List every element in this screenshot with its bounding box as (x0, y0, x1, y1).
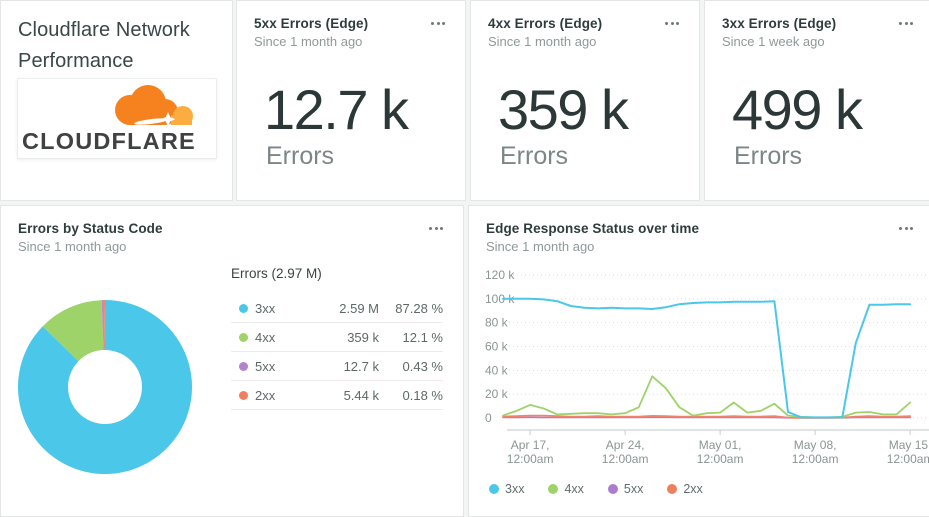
legend-percent: 0.43 % (402, 358, 443, 374)
series-line-3xx[interactable] (502, 297, 912, 419)
svg-text:40 k: 40 k (485, 363, 509, 377)
card-menu-button[interactable] (895, 16, 917, 31)
legend-value: 12.7 k (343, 358, 379, 374)
billboard-card-4xx: 4xx Errors (Edge) Since 1 month ago 359 … (470, 0, 700, 201)
donut-slice-3xx[interactable] (18, 300, 193, 474)
series-dot-3xx (489, 484, 499, 494)
cloudflare-cloud-icon: CLOUDFLARE (22, 85, 202, 154)
svg-text:May 08,: May 08, (794, 438, 837, 452)
legend-label: 3xx (505, 482, 525, 496)
card-title: Errors by Status Code (18, 221, 163, 236)
card-title: 3xx Errors (Edge) (722, 16, 837, 31)
legend-table-header: Errors (2.97 M) (231, 266, 322, 281)
legend-item-5xx[interactable]: 5xx (607, 482, 644, 496)
legend-row-4xx[interactable]: 4xx 359 k 12.1 % (231, 323, 443, 352)
svg-text:12:00am: 12:00am (697, 452, 744, 466)
svg-text:20 k: 20 k (485, 387, 509, 401)
card-menu-button[interactable] (895, 221, 917, 236)
card-menu-button[interactable] (661, 16, 683, 31)
donut-slice-5xx[interactable] (101, 300, 105, 351)
cloudflare-logo: CLOUDFLARE (17, 78, 217, 159)
series-dot-5xx (239, 361, 248, 371)
svg-text:120 k: 120 k (485, 268, 515, 282)
legend-item-2xx[interactable]: 2xx (667, 482, 703, 496)
billboard-unit: Errors (734, 142, 803, 170)
donut-chart (18, 300, 193, 474)
billboard-value: 499 k (732, 78, 863, 141)
card-menu-button[interactable] (427, 16, 449, 31)
donut-slice-4xx[interactable] (42, 300, 104, 362)
svg-text:12:00am: 12:00am (602, 452, 649, 466)
legend-label: 2xx (255, 387, 276, 403)
card-title: 4xx Errors (Edge) (488, 16, 603, 31)
billboard-value: 359 k (498, 78, 629, 141)
legend-label: 5xx (623, 482, 644, 496)
card-title: 5xx Errors (Edge) (254, 16, 369, 31)
legend-label: 4xx (564, 482, 584, 496)
svg-text:80 k: 80 k (485, 316, 509, 330)
timeseries-chart-card: Edge Response Status over time Since 1 m… (468, 205, 929, 517)
svg-text:60 k: 60 k (485, 339, 509, 353)
billboard-value: 12.7 k (264, 78, 409, 141)
svg-text:100 k: 100 k (485, 292, 515, 306)
dashboard-title-card: Cloudflare Network Performance CLOUDFLAR… (0, 0, 233, 201)
legend-row-3xx[interactable]: 3xx 2.59 M 87.28 % (231, 294, 443, 323)
series-dot-4xx (239, 332, 248, 342)
series-dot-5xx (607, 484, 618, 494)
card-subtitle: Since 1 month ago (18, 239, 127, 254)
legend-label: 5xx (255, 358, 276, 374)
svg-text:12:00am: 12:00am (792, 452, 839, 466)
timeseries-legend: 3xx 4xx 5xx 2xx (489, 482, 703, 496)
svg-text:Apr 17,: Apr 17, (511, 438, 550, 452)
dashboard-title: Cloudflare Network Performance (18, 19, 190, 72)
legend-row-2xx[interactable]: 2xx 5.44 k 0.18 % (231, 381, 443, 410)
legend-label: 2xx (683, 482, 703, 496)
svg-text:12:00am: 12:00am (507, 452, 554, 466)
card-subtitle: Since 1 month ago (486, 239, 595, 254)
series-dot-2xx (239, 390, 248, 400)
legend-item-4xx[interactable]: 4xx (548, 482, 584, 496)
svg-text:May 15,: May 15, (889, 438, 929, 452)
legend-percent: 0.18 % (402, 387, 443, 403)
cloudflare-wordmark: CLOUDFLARE (22, 128, 196, 154)
donut-legend-table: Errors (2.97 M) 3xx 2.59 M 87.28 % 4xx 3… (231, 266, 443, 410)
legend-percent: 12.1 % (402, 329, 443, 345)
card-subtitle: Since 1 week ago (722, 34, 825, 49)
svg-text:Apr 24,: Apr 24, (606, 438, 645, 452)
legend-value: 5.44 k (343, 387, 379, 403)
card-subtitle: Since 1 month ago (254, 34, 363, 49)
card-title: Edge Response Status over time (486, 221, 700, 236)
billboard-unit: Errors (266, 142, 335, 170)
y-axis: 120 k 100 k 80 k 60 k 40 k 20 k 0 (485, 268, 929, 425)
card-subtitle: Since 1 month ago (488, 34, 597, 49)
series-dot-2xx (667, 484, 678, 494)
billboard-unit: Errors (500, 142, 569, 170)
svg-text:0: 0 (485, 411, 492, 425)
legend-label: 3xx (255, 300, 276, 316)
card-menu-button[interactable] (425, 221, 447, 236)
billboard-card-5xx: 5xx Errors (Edge) Since 1 month ago 12.7… (236, 0, 466, 201)
svg-text:12:00am: 12:00am (887, 452, 929, 466)
donut-slice-2xx[interactable] (103, 300, 105, 350)
legend-value: 2.59 M (339, 300, 379, 316)
legend-percent: 87.28 % (395, 300, 443, 316)
svg-text:May 01,: May 01, (699, 438, 742, 452)
legend-value: 359 k (347, 329, 379, 345)
donut-chart-card: Errors by Status Code Since 1 month ago … (0, 205, 464, 517)
billboard-card-3xx: 3xx Errors (Edge) Since 1 week ago 499 k… (704, 0, 929, 201)
legend-row-5xx[interactable]: 5xx 12.7 k 0.43 % (231, 352, 443, 381)
series-dot-3xx (239, 303, 248, 313)
legend-item-3xx[interactable]: 3xx (489, 482, 524, 496)
series-dot-4xx (548, 484, 559, 494)
legend-label: 4xx (255, 329, 276, 345)
